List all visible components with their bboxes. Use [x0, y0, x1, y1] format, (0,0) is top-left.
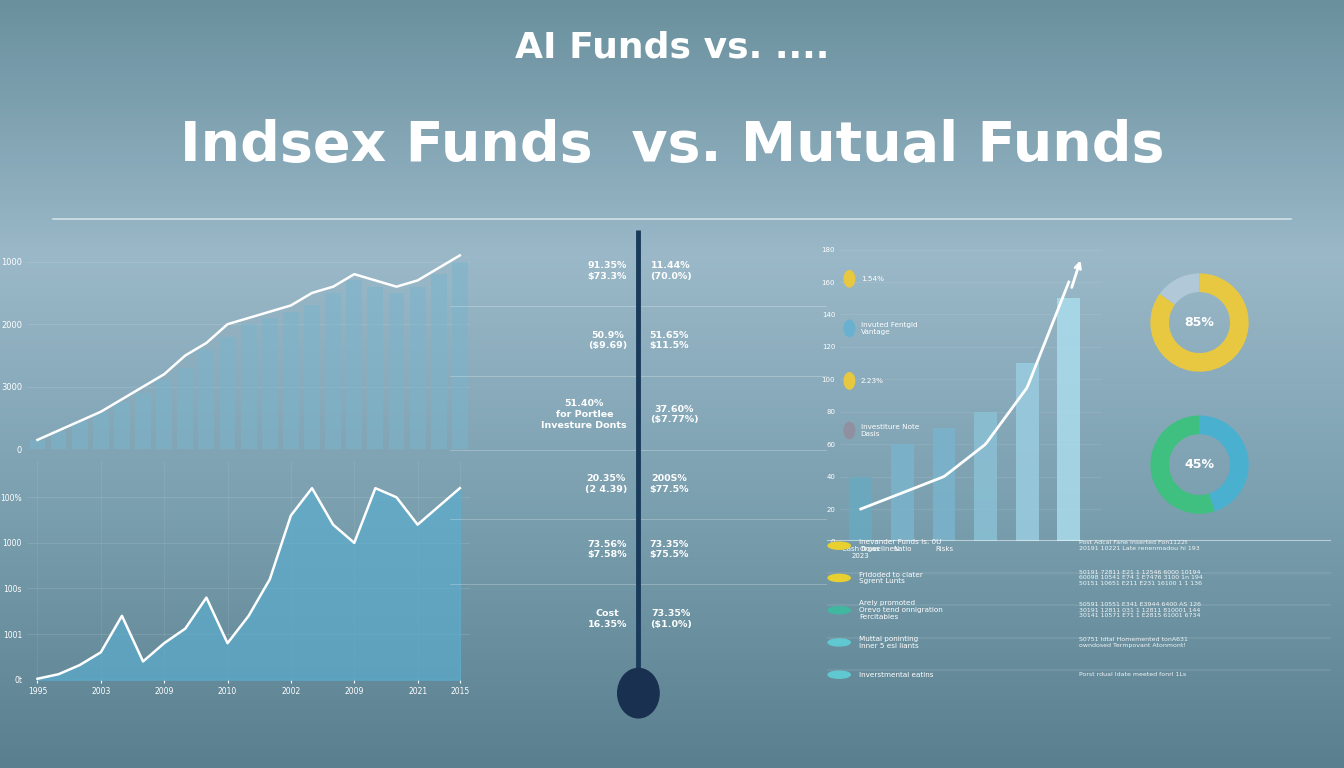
Bar: [136, 393, 151, 449]
Text: 1.54%: 1.54%: [860, 276, 884, 282]
Bar: [177, 368, 194, 449]
Bar: [156, 380, 172, 449]
Bar: [388, 293, 405, 449]
Text: S0751 Idtal Homemented tonA631
owndosed Termpovant Atonmont!: S0751 Idtal Homemented tonA631 owndosed …: [1078, 637, 1188, 647]
Text: 50191 72811 E21 1 12546 6000 10194
60098 10541 E74 1 E7476 3100 1n 194
50151 106: 50191 72811 E21 1 12546 6000 10194 60098…: [1078, 570, 1203, 586]
Text: 20.35%
(2 4.39): 20.35% (2 4.39): [585, 475, 628, 494]
Bar: [114, 402, 130, 449]
Text: Post Adcal Fane Inserted Fon1122t
20191 10221 Late renenmadou hi 193: Post Adcal Fane Inserted Fon1122t 20191 …: [1078, 541, 1199, 551]
Bar: [1016, 363, 1039, 541]
Text: 2.23%: 2.23%: [860, 378, 884, 384]
Text: 51.40%
for Portlee
Investure Donts: 51.40% for Portlee Investure Donts: [542, 399, 628, 430]
Text: 37.60%
($7.77%): 37.60% ($7.77%): [649, 405, 699, 425]
Bar: [304, 306, 320, 449]
Bar: [284, 312, 298, 449]
Bar: [367, 286, 383, 449]
Text: 45%: 45%: [1184, 458, 1215, 471]
Text: 91.35%
$73.3%: 91.35% $73.3%: [587, 261, 628, 281]
Text: 85%: 85%: [1184, 316, 1215, 329]
Bar: [849, 477, 872, 541]
Bar: [262, 318, 278, 449]
Circle shape: [844, 422, 855, 439]
Circle shape: [828, 574, 851, 581]
Bar: [241, 324, 257, 449]
Text: 50591 10551 E341 E3944 6400 AS 126
30191 12811 031 1 12811 810001 144
30141 1057: 50591 10551 E341 E3944 6400 AS 126 30191…: [1078, 602, 1200, 618]
Circle shape: [828, 542, 851, 549]
Bar: [30, 440, 46, 449]
Bar: [1058, 298, 1081, 541]
Text: 51.65%
$11.5%: 51.65% $11.5%: [649, 330, 689, 350]
Text: Investiture Note
Dasis: Investiture Note Dasis: [860, 424, 919, 437]
Text: Invuted Fentgld
Vantage: Invuted Fentgld Vantage: [860, 322, 918, 335]
Bar: [219, 336, 235, 449]
Text: Arely promoted
Orevo tend onnigration
Fercitables: Arely promoted Orevo tend onnigration Fe…: [859, 601, 943, 620]
Text: Indsex Funds  vs. Mutual Funds: Indsex Funds vs. Mutual Funds: [180, 119, 1164, 173]
Text: 11.44%
(70.0%): 11.44% (70.0%): [649, 261, 691, 281]
Bar: [974, 412, 997, 541]
Text: 73.35%
$75.5%: 73.35% $75.5%: [649, 539, 689, 559]
Bar: [199, 349, 214, 449]
Text: Cost
16.35%: Cost 16.35%: [587, 609, 628, 629]
Bar: [452, 262, 468, 449]
Circle shape: [828, 607, 851, 614]
Wedge shape: [1150, 273, 1249, 372]
Bar: [431, 274, 446, 449]
Text: Porst rdual Idate meeted fonrl 1Ls: Porst rdual Idate meeted fonrl 1Ls: [1078, 672, 1185, 677]
Circle shape: [618, 668, 659, 718]
Bar: [410, 286, 426, 449]
Text: 73.56%
$7.58%: 73.56% $7.58%: [587, 539, 628, 559]
Bar: [891, 444, 914, 541]
Bar: [933, 428, 956, 541]
Text: Fridoded to clater
Sgrent Lunts: Fridoded to clater Sgrent Lunts: [859, 571, 923, 584]
Circle shape: [844, 320, 855, 336]
Text: 200S%
$77.5%: 200S% $77.5%: [649, 475, 689, 494]
Text: Inevander Funds Is. 0U
Orgaelines: Inevander Funds Is. 0U Orgaelines: [859, 539, 942, 552]
Text: AI Funds vs. ....: AI Funds vs. ....: [515, 31, 829, 65]
Text: 73.35%
($1.0%): 73.35% ($1.0%): [649, 609, 692, 629]
Bar: [325, 293, 341, 449]
Circle shape: [844, 372, 855, 389]
Text: Muttal poninting
Inner 5 esl liants: Muttal poninting Inner 5 esl liants: [859, 636, 919, 649]
Circle shape: [828, 671, 851, 678]
Bar: [93, 412, 109, 449]
Wedge shape: [1160, 273, 1200, 305]
Wedge shape: [1150, 415, 1215, 514]
Wedge shape: [1199, 415, 1249, 511]
Text: Inverstmental eatins: Inverstmental eatins: [859, 672, 934, 677]
Bar: [51, 431, 66, 449]
Bar: [347, 280, 362, 449]
Text: 50.9%
($9.69): 50.9% ($9.69): [587, 330, 628, 350]
Bar: [71, 421, 87, 449]
Circle shape: [828, 639, 851, 646]
Circle shape: [844, 270, 855, 287]
